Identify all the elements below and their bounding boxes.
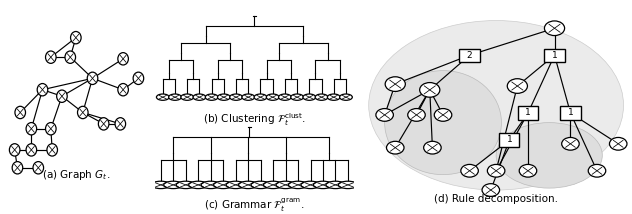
Circle shape — [189, 181, 208, 189]
Circle shape — [46, 51, 56, 63]
Circle shape — [181, 94, 193, 100]
FancyBboxPatch shape — [561, 106, 581, 120]
Circle shape — [99, 118, 109, 130]
Circle shape — [151, 181, 171, 189]
Circle shape — [65, 51, 76, 63]
Circle shape — [214, 181, 233, 189]
Ellipse shape — [434, 108, 452, 121]
Text: 1: 1 — [506, 135, 513, 144]
Circle shape — [12, 162, 23, 174]
Circle shape — [87, 72, 98, 85]
Circle shape — [339, 94, 352, 100]
Circle shape — [133, 72, 143, 85]
Circle shape — [71, 31, 81, 44]
Circle shape — [37, 83, 48, 96]
Circle shape — [288, 181, 308, 189]
Circle shape — [115, 118, 126, 130]
Circle shape — [301, 181, 320, 189]
Text: 1: 1 — [552, 51, 557, 60]
Circle shape — [315, 94, 328, 100]
Circle shape — [118, 83, 128, 96]
Circle shape — [279, 94, 291, 100]
Circle shape — [291, 94, 303, 100]
Circle shape — [33, 162, 44, 174]
Circle shape — [169, 94, 181, 100]
Circle shape — [239, 181, 258, 189]
Circle shape — [217, 94, 230, 100]
FancyBboxPatch shape — [499, 133, 520, 147]
Circle shape — [303, 94, 316, 100]
Text: 1: 1 — [525, 108, 531, 117]
Ellipse shape — [544, 21, 564, 36]
FancyBboxPatch shape — [544, 49, 564, 62]
Circle shape — [57, 90, 67, 102]
Circle shape — [242, 94, 255, 100]
Ellipse shape — [385, 77, 405, 91]
Text: (a) Graph $G_t$.: (a) Graph $G_t$. — [42, 168, 110, 182]
Ellipse shape — [461, 164, 478, 177]
Ellipse shape — [368, 21, 624, 190]
Circle shape — [15, 106, 25, 119]
Ellipse shape — [423, 141, 441, 154]
Text: 2: 2 — [467, 51, 472, 60]
Text: (d) Rule decomposition.: (d) Rule decomposition. — [434, 193, 558, 204]
Circle shape — [326, 181, 345, 189]
Ellipse shape — [487, 164, 505, 177]
Circle shape — [205, 94, 218, 100]
Circle shape — [46, 123, 56, 135]
Ellipse shape — [609, 137, 627, 150]
Circle shape — [176, 181, 195, 189]
Circle shape — [313, 181, 332, 189]
Circle shape — [226, 181, 245, 189]
Ellipse shape — [387, 141, 404, 154]
Ellipse shape — [376, 108, 393, 121]
Ellipse shape — [385, 71, 501, 175]
Text: 1: 1 — [568, 108, 573, 117]
Ellipse shape — [562, 137, 579, 150]
Circle shape — [26, 144, 37, 156]
Ellipse shape — [520, 164, 537, 177]
Circle shape — [164, 181, 183, 189]
FancyBboxPatch shape — [459, 49, 480, 62]
FancyBboxPatch shape — [518, 106, 538, 120]
Circle shape — [9, 144, 20, 156]
Ellipse shape — [507, 79, 528, 93]
Circle shape — [201, 181, 221, 189]
Circle shape — [157, 94, 169, 100]
Circle shape — [276, 181, 295, 189]
Circle shape — [118, 53, 128, 65]
Circle shape — [254, 94, 267, 100]
Ellipse shape — [420, 83, 440, 97]
Ellipse shape — [496, 123, 602, 188]
Circle shape — [338, 181, 358, 189]
Circle shape — [78, 106, 88, 119]
Ellipse shape — [408, 108, 425, 121]
Circle shape — [47, 144, 58, 156]
Text: (b) Clustering $\mathcal{F}_t^{\mathrm{clust}}$.: (b) Clustering $\mathcal{F}_t^{\mathrm{c… — [203, 111, 306, 128]
Ellipse shape — [588, 164, 605, 177]
Circle shape — [193, 94, 206, 100]
Circle shape — [266, 94, 279, 100]
Ellipse shape — [482, 184, 499, 196]
Circle shape — [251, 181, 270, 189]
Circle shape — [327, 94, 340, 100]
Circle shape — [229, 94, 243, 100]
Circle shape — [26, 123, 37, 135]
Text: (c) Grammar $\mathcal{F}_t^{\mathrm{gram}}$.: (c) Grammar $\mathcal{F}_t^{\mathrm{gram… — [204, 197, 305, 214]
Circle shape — [264, 181, 283, 189]
